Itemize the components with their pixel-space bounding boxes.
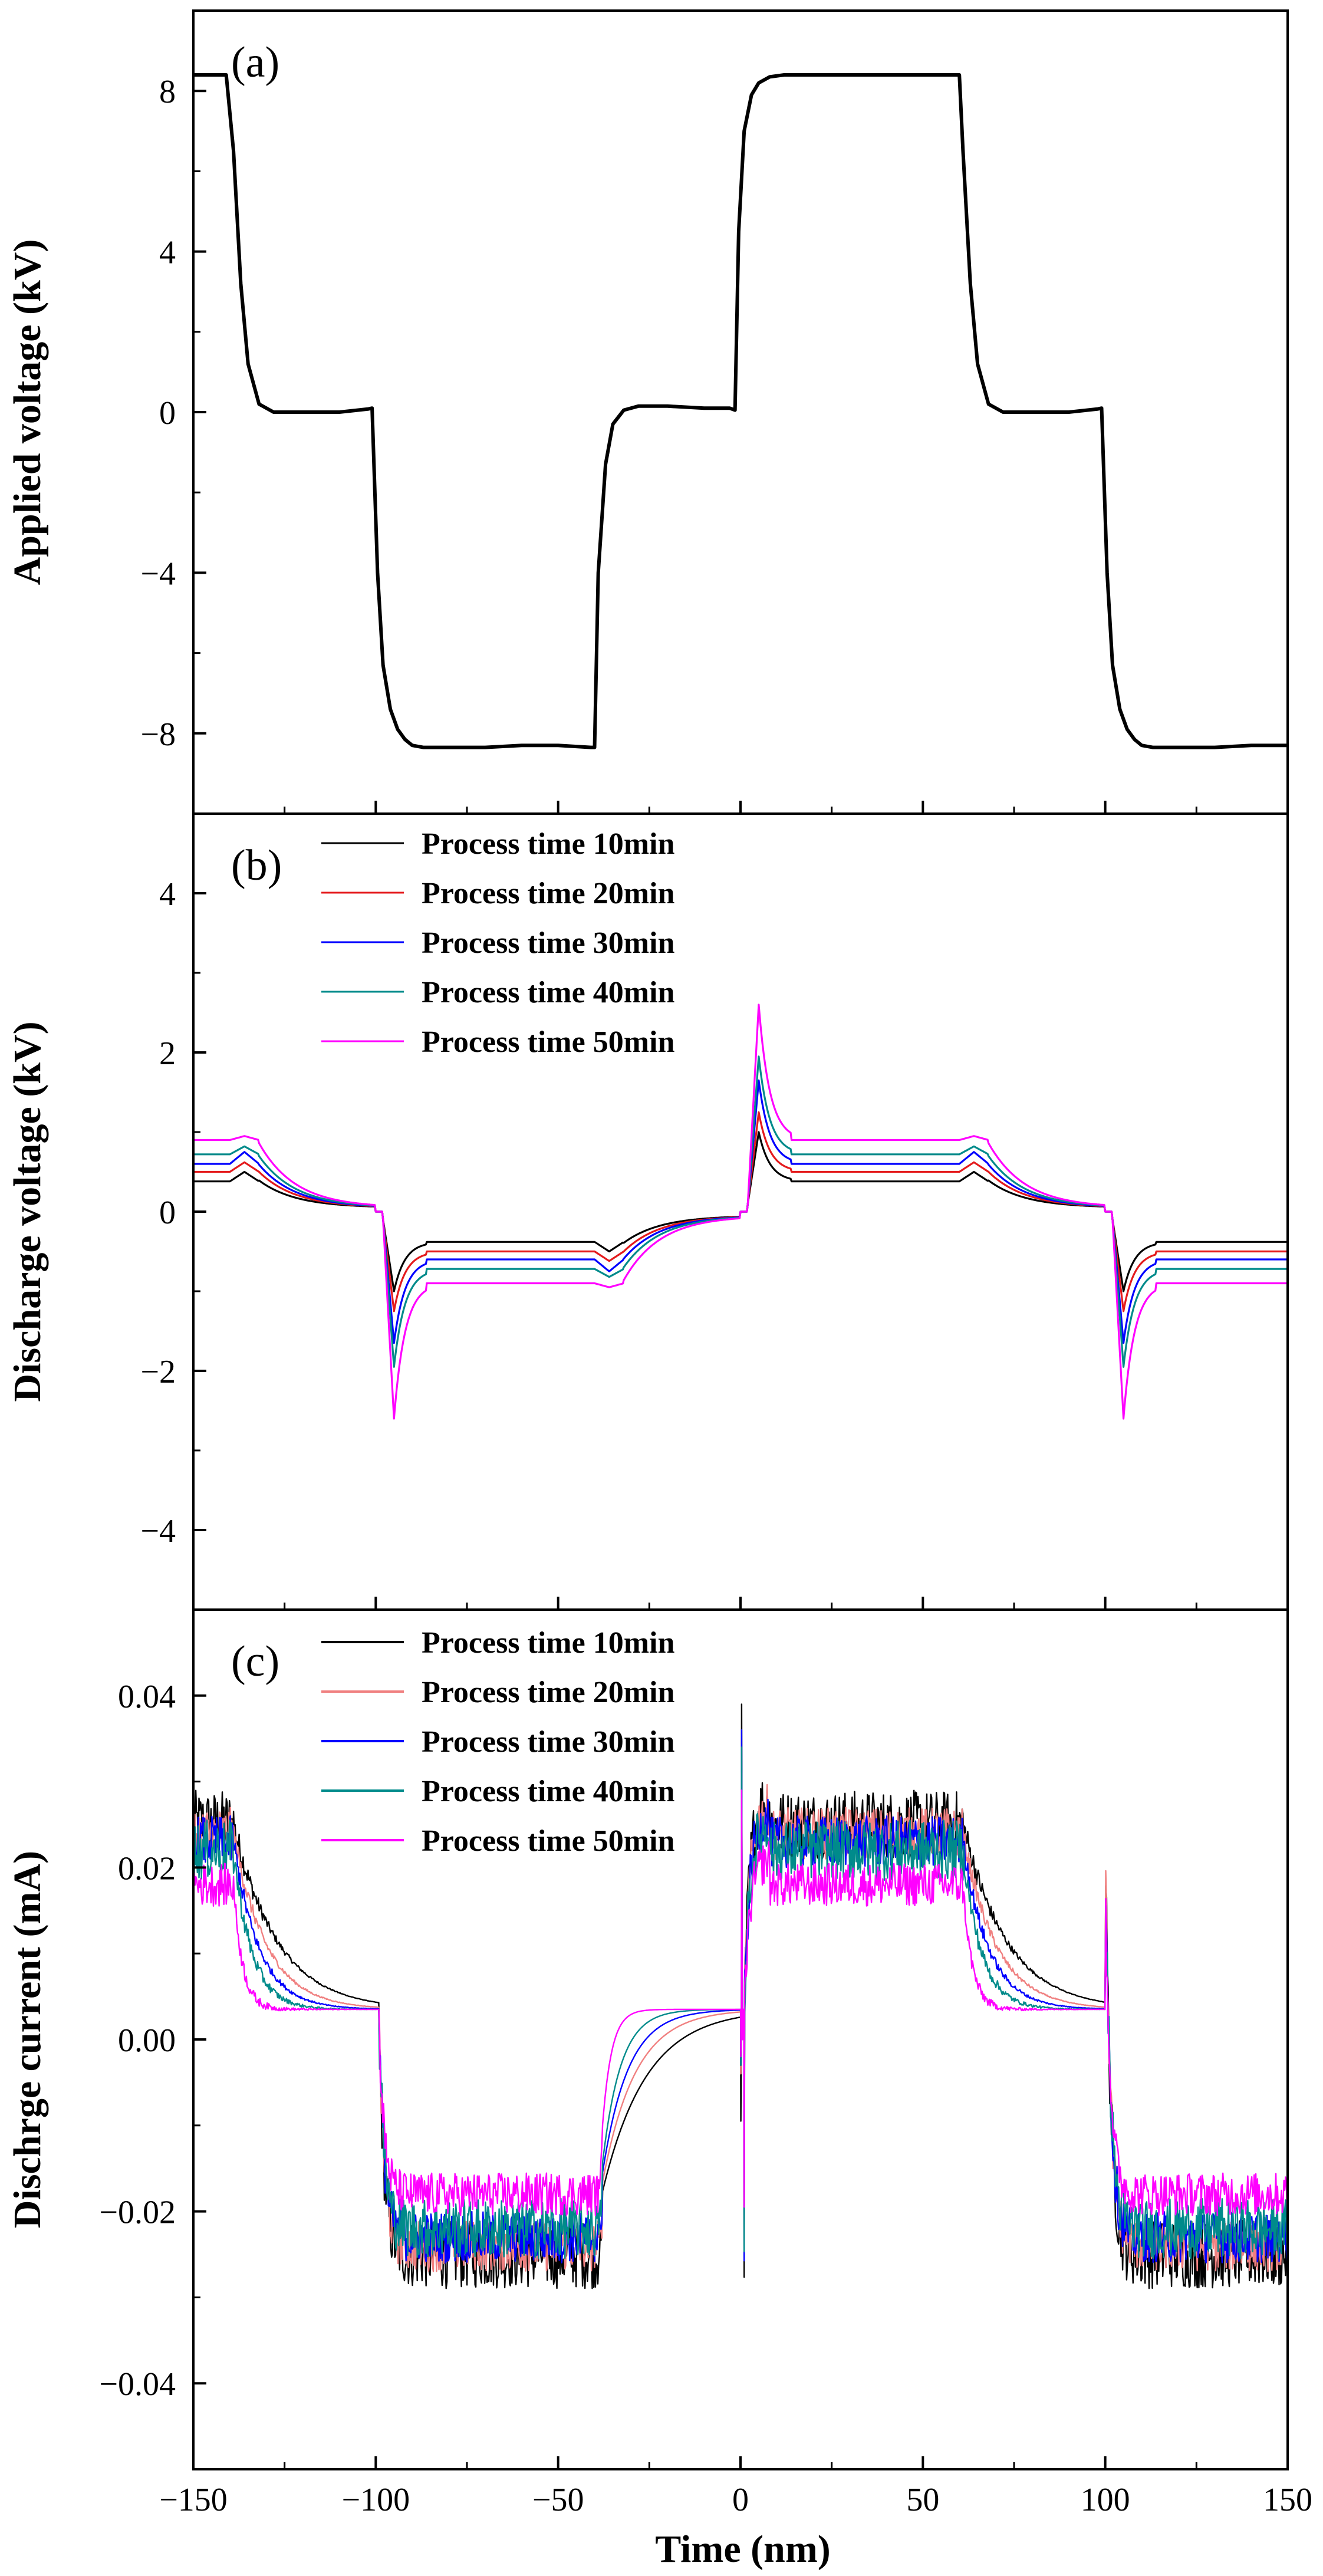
y-tick-label: 0.00 [118,2022,176,2059]
y-tick-label: 0.04 [118,1679,176,1715]
legend-label: Process time 40min [422,976,674,1009]
y-tick-label: 0.02 [118,1850,176,1887]
y-axis-label: Applied voltage (kV) [6,239,49,585]
legend-label: Process time 50min [422,1025,674,1059]
series-group [193,73,1288,749]
x-tick-label: 150 [1263,2482,1312,2518]
y-tick-label: 8 [159,74,176,110]
y-tick-label: −4 [140,1513,176,1549]
y-tick-label: −4 [140,555,176,592]
legend-label: Process time 20min [422,877,674,910]
y-tick-label: −2 [140,1354,176,1390]
series-line-5 [193,1004,1288,1420]
y-axis-label: Discharge voltage (kV) [6,1021,49,1401]
legend-label: Process time 30min [422,1725,674,1759]
y-tick-label: 2 [159,1035,176,1072]
legend: Process time 10min Process time 20min Proc… [321,1626,674,1858]
panel-c: −0.04 −0.02 0.00 0.02 0.04 −150 −100 −50 0 50 100 1… [6,1608,1312,2518]
legend: Process time 10min Process time 20min Proc… [321,827,674,1059]
x-tick-label: 100 [1081,2482,1130,2518]
legend-label: Process time 30min [422,926,674,960]
y-tick-label: −0.02 [99,2195,176,2231]
x-tick-label: 0 [732,2482,749,2518]
panel-letter: (b) [231,841,282,890]
y-tick-label: −0.04 [99,2366,176,2403]
y-axis-label: Dischrge current (mA) [6,1851,49,2228]
series-group [193,1004,1288,1420]
panel-letter: (c) [231,1637,279,1686]
legend-label: Process time 10min [422,827,674,861]
legend-label: Process time 20min [422,1676,674,1709]
plot-layers: −8 −4 0 4 8 Applied voltage (kV) (a) −4 −2 0 2 4 Dis… [6,9,1312,2518]
panel-letter: (a) [231,38,279,87]
legend-label: Process time 10min [422,1626,674,1660]
x-tick-label: −100 [342,2482,410,2518]
y-tick-label: 4 [159,876,176,913]
x-tick-label: −50 [532,2482,584,2518]
y-tick-label: 4 [159,235,176,271]
y-tick-label: −8 [140,716,176,753]
x-axis-label: Time (nm) [655,2528,831,2571]
series-line-5 [193,1789,1288,2216]
series-line-1 [193,73,1288,749]
x-tick-label: 50 [906,2482,939,2518]
legend-label: Process time 50min [422,1824,674,1858]
x-tick-label: −150 [159,2482,228,2518]
legend-label: Process time 40min [422,1775,674,1808]
panel-b: −4 −2 0 2 4 Discharge voltage (kV) (b) Process … [6,812,1289,1611]
y-tick-label: 0 [159,395,176,432]
series-group [193,1703,1288,2289]
y-tick-label: 0 [159,1195,176,1231]
